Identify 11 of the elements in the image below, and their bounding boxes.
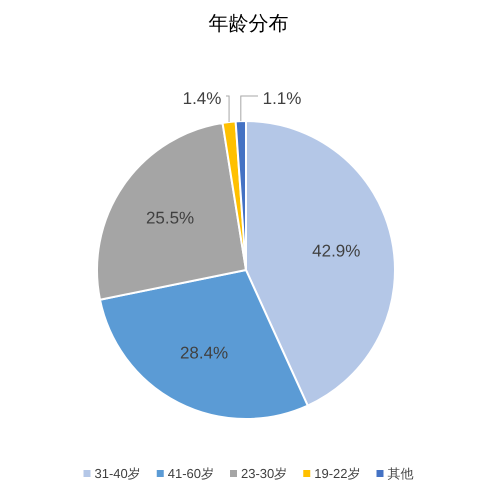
legend-label: 31-40岁 xyxy=(94,466,141,481)
legend-label: 19-22岁 xyxy=(314,466,360,481)
data-label: 42.9% xyxy=(312,241,360,260)
data-label: 25.5% xyxy=(146,208,194,228)
legend-label: 其他 xyxy=(388,466,414,481)
data-label: 1.4% xyxy=(182,89,222,108)
data-label: 28.4% xyxy=(180,343,228,362)
legend-label: 23-30岁 xyxy=(241,466,288,481)
data-label: 1.1% xyxy=(262,89,302,108)
legend-label: 41-60岁 xyxy=(168,466,214,481)
chart-title: 年龄分布 xyxy=(208,13,288,35)
